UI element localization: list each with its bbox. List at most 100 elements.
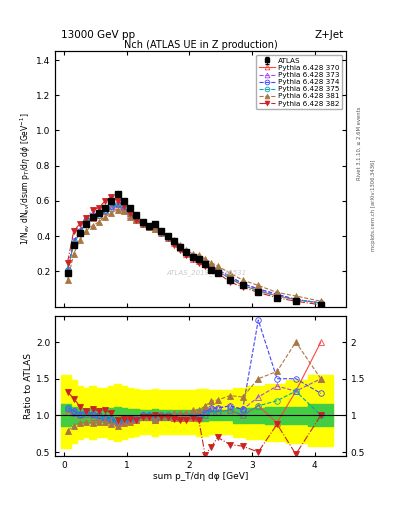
Pythia 6.428 382 [228, 279, 233, 285]
Pythia 6.428 382 [275, 295, 279, 301]
Pythia 6.428 370 [190, 256, 195, 262]
Pythia 6.428 381 [228, 270, 233, 276]
Pythia 6.428 382 [109, 194, 114, 200]
Pythia 6.428 382 [203, 263, 208, 269]
Pythia 6.428 374 [159, 228, 164, 234]
Pythia 6.428 375 [196, 258, 201, 264]
Pythia 6.428 375 [134, 216, 139, 222]
Pythia 6.428 382 [115, 198, 120, 204]
Pythia 6.428 370 [121, 207, 126, 213]
Pythia 6.428 381 [134, 217, 139, 223]
Pythia 6.428 374 [294, 296, 298, 303]
Pythia 6.428 382 [128, 210, 132, 216]
Pythia 6.428 382 [215, 270, 220, 276]
Pythia 6.428 382 [103, 198, 107, 204]
Pythia 6.428 381 [171, 237, 176, 243]
Pythia 6.428 375 [209, 265, 214, 271]
Pythia 6.428 375 [96, 212, 101, 218]
Pythia 6.428 370 [78, 229, 83, 236]
Pythia 6.428 375 [103, 208, 107, 215]
Pythia 6.428 375 [128, 210, 132, 216]
Line: Pythia 6.428 370: Pythia 6.428 370 [65, 203, 323, 306]
Pythia 6.428 373 [128, 210, 132, 216]
Pythia 6.428 381 [96, 219, 101, 225]
Text: Rivet 3.1.10, ≥ 2.6M events: Rivet 3.1.10, ≥ 2.6M events [357, 106, 362, 180]
Pythia 6.428 375 [115, 201, 120, 207]
Pythia 6.428 374 [78, 228, 83, 234]
Pythia 6.428 374 [140, 219, 145, 225]
Pythia 6.428 373 [294, 296, 298, 303]
Pythia 6.428 375 [65, 266, 70, 272]
Pythia 6.428 382 [90, 207, 95, 213]
Pythia 6.428 375 [228, 275, 233, 282]
Pythia 6.428 375 [318, 300, 323, 306]
Pythia 6.428 373 [109, 203, 114, 209]
Pythia 6.428 374 [215, 266, 220, 272]
Pythia 6.428 374 [165, 233, 170, 239]
X-axis label: sum p_T/dη dφ [GeV]: sum p_T/dη dφ [GeV] [153, 472, 248, 481]
Pythia 6.428 382 [184, 252, 189, 259]
Pythia 6.428 370 [196, 258, 201, 264]
Pythia 6.428 375 [178, 245, 182, 251]
Pythia 6.428 381 [159, 228, 164, 234]
Pythia 6.428 374 [275, 291, 279, 297]
Pythia 6.428 381 [115, 207, 120, 213]
Pythia 6.428 374 [203, 260, 208, 266]
Pythia 6.428 373 [165, 233, 170, 239]
Pythia 6.428 381 [275, 289, 279, 295]
Pythia 6.428 381 [294, 293, 298, 299]
Pythia 6.428 370 [184, 251, 189, 257]
Pythia 6.428 373 [275, 291, 279, 297]
Pythia 6.428 374 [153, 224, 158, 230]
Pythia 6.428 381 [240, 277, 245, 283]
Pythia 6.428 382 [171, 242, 176, 248]
Pythia 6.428 370 [115, 203, 120, 209]
Pythia 6.428 382 [165, 235, 170, 241]
Pythia 6.428 375 [84, 219, 89, 225]
Line: Pythia 6.428 373: Pythia 6.428 373 [65, 202, 323, 306]
Pythia 6.428 373 [103, 207, 107, 213]
Pythia 6.428 382 [318, 302, 323, 308]
Pythia 6.428 375 [140, 221, 145, 227]
Pythia 6.428 375 [78, 229, 83, 236]
Pythia 6.428 373 [228, 273, 233, 280]
Y-axis label: 1/N$_{ev}$ dN$_{ev}$/dsum p$_T$/d$\eta$ d$\phi$ [GeV$^{-1}$]: 1/N$_{ev}$ dN$_{ev}$/dsum p$_T$/d$\eta$ … [18, 113, 33, 245]
Pythia 6.428 370 [228, 275, 233, 282]
Pythia 6.428 382 [65, 260, 70, 266]
Pythia 6.428 375 [90, 214, 95, 220]
Pythia 6.428 381 [178, 242, 182, 248]
Text: Z+Jet: Z+Jet [315, 30, 344, 40]
Pythia 6.428 375 [294, 296, 298, 303]
Pythia 6.428 373 [147, 222, 151, 228]
Line: Pythia 6.428 381: Pythia 6.428 381 [65, 207, 323, 304]
Pythia 6.428 370 [153, 226, 158, 232]
Pythia 6.428 370 [275, 293, 279, 299]
Pythia 6.428 370 [96, 212, 101, 218]
Pythia 6.428 375 [147, 222, 151, 228]
Pythia 6.428 374 [228, 273, 233, 280]
Pythia 6.428 374 [115, 201, 120, 207]
Pythia 6.428 373 [178, 244, 182, 250]
Pythia 6.428 382 [147, 224, 151, 230]
Pythia 6.428 382 [294, 298, 298, 304]
Pythia 6.428 382 [78, 221, 83, 227]
Pythia 6.428 374 [121, 205, 126, 211]
Pythia 6.428 382 [196, 260, 201, 266]
Y-axis label: Ratio to ATLAS: Ratio to ATLAS [24, 353, 33, 419]
Pythia 6.428 382 [209, 266, 214, 272]
Pythia 6.428 374 [128, 210, 132, 216]
Pythia 6.428 373 [240, 281, 245, 287]
Pythia 6.428 373 [84, 217, 89, 223]
Pythia 6.428 374 [90, 212, 95, 218]
Pythia 6.428 373 [121, 205, 126, 211]
Pythia 6.428 373 [159, 228, 164, 234]
Title: Nch (ATLAS UE in Z production): Nch (ATLAS UE in Z production) [123, 40, 277, 50]
Pythia 6.428 375 [153, 224, 158, 230]
Pythia 6.428 381 [184, 247, 189, 253]
Pythia 6.428 374 [171, 238, 176, 244]
Pythia 6.428 374 [196, 256, 201, 262]
Pythia 6.428 375 [159, 229, 164, 236]
Pythia 6.428 381 [209, 260, 214, 266]
Pythia 6.428 381 [84, 228, 89, 234]
Pythia 6.428 373 [215, 266, 220, 272]
